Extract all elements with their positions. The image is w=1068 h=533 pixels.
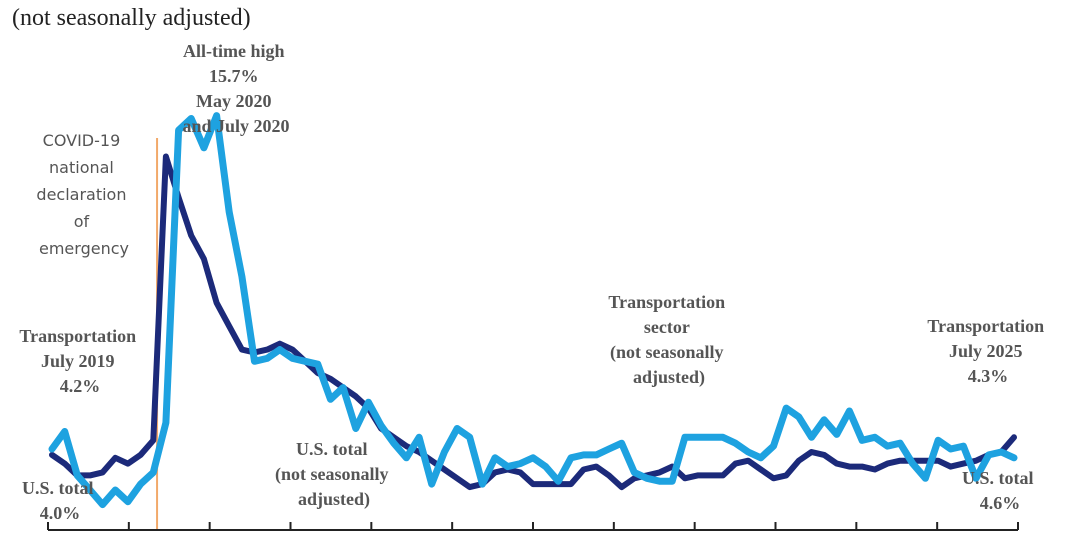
us-total-2025-annotation: U.S. total 4.6%	[962, 468, 1038, 513]
annotation-line: Transportation	[608, 292, 725, 312]
series-layer	[48, 112, 1018, 509]
transportation-2025-annotation: Transportation July 2025 4.3%	[927, 316, 1048, 386]
annotation-line: 4.3%	[968, 366, 1009, 386]
covid-label-line: national	[49, 158, 114, 177]
annotation-line: 4.0%	[40, 503, 81, 523]
annotation-line: and July 2020	[182, 116, 289, 136]
annotation-line: Transportation	[927, 316, 1044, 336]
annotation-line: 15.7%	[209, 66, 259, 86]
x-axis-ticks	[47, 522, 1019, 530]
annotation-line: U.S. total	[962, 468, 1034, 488]
covid-label-line: declaration	[36, 185, 126, 204]
covid-label: COVID-19 national declaration of emergen…	[36, 131, 131, 258]
annotation-line: July 2025	[949, 341, 1023, 361]
annotation-line: adjusted)	[633, 367, 705, 388]
annotation-line: Transportation	[19, 326, 136, 346]
transportation-sector-annotation: Transportation sector (not seasonally ad…	[608, 292, 729, 388]
annotation-line: May 2020	[196, 91, 272, 111]
annotation-line: 4.2%	[60, 376, 101, 396]
all-time-high-annotation: All-time high 15.7% May 2020 and July 20…	[182, 41, 289, 136]
annotation-line: 4.6%	[980, 493, 1021, 513]
series-line-us-total	[49, 153, 1017, 491]
series-line-transportation	[48, 112, 1018, 509]
annotation-line: U.S. total	[22, 478, 94, 498]
us-total-mid-annotation: U.S. total (not seasonally adjusted)	[275, 439, 393, 510]
us-total-2019-annotation: U.S. total 4.0%	[22, 478, 98, 523]
annotation-line: adjusted)	[298, 489, 370, 510]
annotation-line: July 2019	[41, 351, 115, 371]
annotation-line: All-time high	[183, 41, 285, 61]
annotation-line: (not seasonally	[610, 342, 724, 363]
annotation-line: (not seasonally	[275, 464, 389, 485]
covid-label-line: COVID-19	[43, 131, 121, 150]
covid-label-line: emergency	[39, 239, 129, 258]
chart-title: (not seasonally adjusted)	[12, 5, 251, 31]
annotation-line: U.S. total	[296, 439, 368, 459]
covid-label-line: of	[74, 212, 90, 231]
annotation-line: sector	[644, 317, 690, 337]
transportation-2019-annotation: Transportation July 2019 4.2%	[19, 326, 140, 396]
